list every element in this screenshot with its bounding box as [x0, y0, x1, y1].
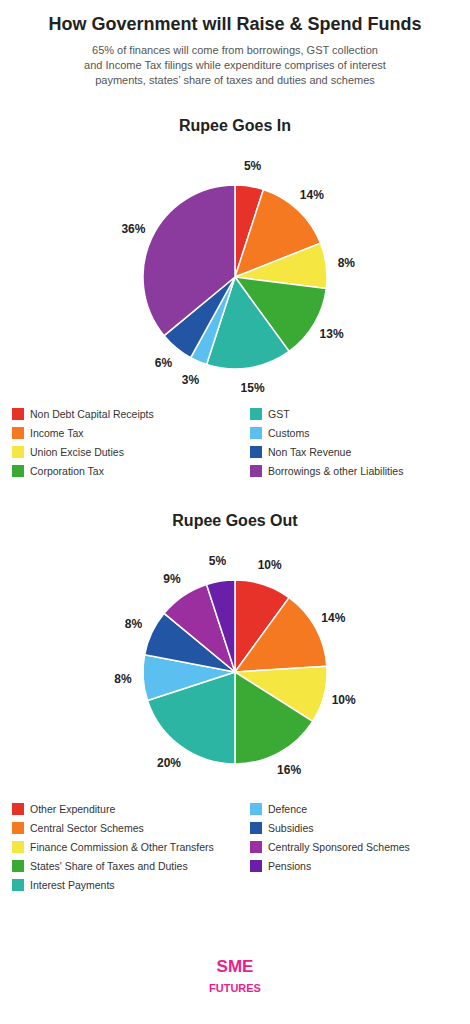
legend-swatch	[250, 465, 262, 477]
data-label: 8%	[114, 672, 132, 686]
legend-item: Pensions	[250, 860, 311, 872]
data-label: 36%	[121, 222, 145, 236]
legend-item: Subsidies	[250, 822, 314, 834]
annotation: SME	[217, 957, 254, 976]
legend-label: Centrally Sponsored Schemes	[268, 841, 410, 853]
data-label: 20%	[157, 756, 181, 770]
legend-item: Union Excise Duties	[12, 446, 124, 458]
legend-swatch	[250, 446, 262, 458]
legend-swatch	[12, 841, 24, 853]
legend-item: Finance Commission & Other Transfers	[12, 841, 214, 853]
legend-label: Other Expenditure	[30, 803, 115, 815]
data-label: 8%	[125, 617, 143, 631]
data-label: 6%	[155, 356, 173, 370]
legend-item: States' Share of Taxes and Duties	[12, 860, 188, 872]
legend-swatch	[250, 427, 262, 439]
legend-item: Other Expenditure	[12, 803, 115, 815]
legend-label: Non Tax Revenue	[268, 446, 351, 458]
legend: Other Expenditure Central Sector Schemes F…	[12, 803, 410, 891]
subtitle-line: payments, states’ share of taxes and dut…	[95, 74, 375, 86]
legend-swatch	[12, 860, 24, 872]
legend-swatch	[12, 408, 24, 420]
annotations: SME FUTURES	[209, 957, 261, 994]
legend-item: Central Sector Schemes	[12, 822, 144, 834]
legend-label: Subsidies	[268, 822, 314, 834]
data-label: 5%	[209, 554, 227, 568]
legend-swatch	[12, 879, 24, 891]
pie-chart: Rupee Goes In 5% 14% 8% 13% 15% 3% 6% 36% Non Deb…	[12, 117, 403, 477]
data-label: 8%	[338, 256, 356, 270]
subtitle-line: 65% of finances will come from borrowing…	[92, 44, 378, 56]
pie-slice	[235, 672, 313, 764]
pie-slice	[143, 185, 235, 336]
data-label: 16%	[277, 763, 301, 777]
legend-label: Pensions	[268, 860, 311, 872]
legend-label: Non Debt Capital Receipts	[30, 408, 154, 420]
legend-item: Centrally Sponsored Schemes	[250, 841, 410, 853]
legend-item: Corporation Tax	[12, 465, 105, 477]
data-label: 14%	[321, 611, 345, 625]
data-label: 5%	[244, 159, 262, 173]
legend-label: Interest Payments	[30, 879, 115, 891]
legend-item: Borrowings & other Liabilities	[250, 465, 403, 477]
pie: 5% 14% 8% 13% 15% 3% 6% 36%	[121, 159, 355, 395]
legend-label: Finance Commission & Other Transfers	[30, 841, 214, 853]
legend-swatch	[12, 822, 24, 834]
subtitle: 65% of finances will come from borrowing…	[84, 44, 386, 86]
legend-swatch	[12, 465, 24, 477]
subtitle-line: and Income Tax filings while expenditure…	[84, 59, 386, 71]
legend-item: GST	[250, 408, 290, 420]
legend-swatch	[250, 822, 262, 834]
data-label: 3%	[182, 373, 200, 387]
legend-swatch	[12, 427, 24, 439]
data-label: 10%	[258, 558, 282, 572]
annotation: FUTURES	[209, 982, 261, 994]
legend-label: Defence	[268, 803, 307, 815]
legend-label: Borrowings & other Liabilities	[268, 465, 403, 477]
legend-label: GST	[268, 408, 290, 420]
data-label: 10%	[332, 693, 356, 707]
legend-swatch	[250, 841, 262, 853]
pie-slice	[235, 598, 327, 672]
legend-swatch	[250, 408, 262, 420]
legend-item: Income Tax	[12, 427, 84, 439]
legend-item: Non Tax Revenue	[250, 446, 351, 458]
legend-swatch	[12, 446, 24, 458]
legend-item: Interest Payments	[12, 879, 115, 891]
chart-title: Rupee Goes Out	[172, 512, 298, 529]
pie-slice	[207, 580, 235, 672]
legend-item: Defence	[250, 803, 307, 815]
legend-label: Union Excise Duties	[30, 446, 124, 458]
data-label: 14%	[300, 188, 324, 202]
chart: How Government will Raise & Spend Funds 6…	[0, 0, 470, 1024]
legend: Non Debt Capital Receipts Income Tax Union…	[12, 408, 403, 477]
legend-swatch	[250, 803, 262, 815]
legend-item: Customs	[250, 427, 309, 439]
data-label: 9%	[163, 572, 181, 586]
data-label: 13%	[320, 327, 344, 341]
data-label: 15%	[241, 381, 265, 395]
legend-swatch	[250, 860, 262, 872]
pie-chart: Rupee Goes Out 10% 14% 10% 16% 20% 8% 8% 9% 5% Oth…	[12, 512, 410, 891]
pie: 10% 14% 10% 16% 20% 8% 8% 9% 5%	[114, 554, 356, 777]
legend-label: Income Tax	[30, 427, 84, 439]
legend-swatch	[12, 803, 24, 815]
chart-title: Rupee Goes In	[179, 117, 291, 134]
legend-label: Corporation Tax	[30, 465, 105, 477]
legend-label: Customs	[268, 427, 309, 439]
legend-label: Central Sector Schemes	[30, 822, 144, 834]
legend-label: States' Share of Taxes and Duties	[30, 860, 188, 872]
title: How Government will Raise & Spend Funds	[48, 14, 421, 34]
legend-item: Non Debt Capital Receipts	[12, 408, 154, 420]
